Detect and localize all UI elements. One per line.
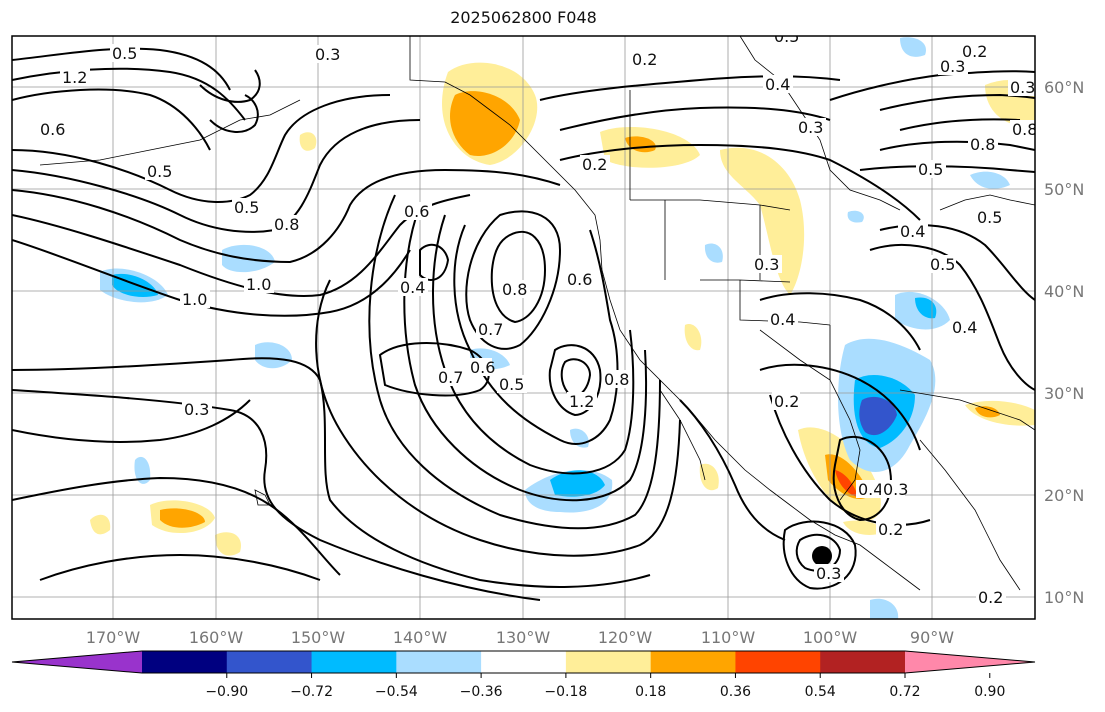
- contour-label: 0.3: [940, 57, 965, 76]
- contour-label: 0.5: [147, 162, 172, 181]
- contour-label: 0.2: [632, 50, 657, 69]
- colorbar: −0.90 −0.72 −0.54 −0.36 −0.18 0.18 0.36 0.54 0.7…: [11, 650, 1036, 700]
- contour-label: 1.0: [182, 290, 207, 309]
- colorbar-tick-label: 0.90: [974, 684, 1005, 700]
- longitude-labels: 170°W 160°W 150°W 140°W 130°W 120°W 110°…: [86, 628, 954, 647]
- colorbar-tick-label: 0.72: [889, 684, 920, 700]
- colorbar-segment: [565, 651, 652, 673]
- colorbar-segment: [481, 651, 567, 673]
- colorbar-segment: [396, 651, 482, 673]
- coastlines: [39, 36, 1035, 591]
- contour-label: 0.3: [754, 255, 779, 274]
- colorbar-extend-high: [905, 651, 1035, 673]
- contour-label: 0.8: [1012, 120, 1037, 139]
- contour-label: 0.3: [816, 564, 841, 583]
- contour-label: 0.4: [952, 318, 977, 337]
- lon-label: 130°W: [496, 628, 551, 647]
- lon-label: 170°W: [86, 628, 141, 647]
- contour-label: 0.8: [604, 370, 629, 389]
- contour-label: 0.6: [470, 358, 495, 377]
- contour-label: 0.2: [878, 520, 903, 539]
- contour-label: 0.4: [858, 480, 883, 499]
- contour-label: 0.5: [499, 375, 524, 394]
- colorbar-segment: [650, 651, 736, 673]
- colorbar-segment: [142, 651, 228, 673]
- colorbar-segment: [820, 651, 906, 673]
- lon-label: 140°W: [393, 628, 448, 647]
- contour-labels: 0.5 0.3 0.2 0.6 1.2 0.5 0.4 0.3 0.5 0.8 …: [38, 27, 1037, 607]
- contour-label: 0.3: [883, 480, 908, 499]
- lat-label: 30°N: [1044, 384, 1084, 403]
- colorbar-segment: [226, 651, 313, 673]
- contour-label: 0.6: [567, 270, 592, 289]
- colorbar-tick-label: −0.90: [205, 684, 248, 700]
- contour-label: 0.8: [502, 280, 527, 299]
- lon-label: 90°W: [910, 628, 954, 647]
- contour-label: 0.7: [438, 368, 463, 387]
- lon-label: 150°W: [291, 628, 346, 647]
- contour-center-marker: [812, 546, 832, 566]
- contour-label: 0.4: [765, 75, 790, 94]
- colorbar-outline: [11, 650, 1036, 674]
- lat-label: 60°N: [1044, 78, 1084, 97]
- contour-label: 0.2: [978, 588, 1003, 607]
- lon-label: 110°W: [701, 628, 756, 647]
- contour-label: 0.5: [930, 255, 955, 274]
- shaded-anomaly-fields: [90, 37, 1035, 619]
- colorbar-extend-low: [12, 651, 142, 673]
- contour-label: 0.8: [274, 215, 299, 234]
- colorbar-tick-label: −0.72: [290, 684, 333, 700]
- contour-label: 0.6: [404, 202, 429, 221]
- contour-label: 0.4: [770, 310, 795, 329]
- contour-label: 0.2: [774, 392, 799, 411]
- map-frame: [11, 35, 1036, 620]
- contour-label: 0.7: [478, 320, 503, 339]
- colorbar-tick-label: −0.18: [544, 684, 587, 700]
- lat-label: 10°N: [1044, 588, 1084, 607]
- colorbar-segment: [311, 651, 397, 673]
- colorbar-tick-label: 0.36: [720, 684, 751, 700]
- contour-label: 0.5: [234, 198, 259, 217]
- lon-label: 120°W: [598, 628, 653, 647]
- contour-label: 0.2: [962, 42, 987, 61]
- colorbar-tick-label: 0.18: [635, 684, 666, 700]
- colorbar-tick-label: −0.54: [375, 684, 418, 700]
- contour-label: 0.5: [112, 44, 137, 63]
- lon-label: 160°W: [189, 628, 244, 647]
- latitude-labels: 60°N 50°N 40°N 30°N 20°N 10°N: [1044, 78, 1084, 607]
- contour-label: 1.0: [246, 275, 271, 294]
- contour-label: 0.5: [774, 27, 799, 46]
- contour-label: 0.4: [400, 278, 425, 297]
- contour-label: 0.3: [798, 118, 823, 137]
- contour-label: 0.3: [315, 45, 340, 64]
- lat-label: 50°N: [1044, 180, 1084, 199]
- contour-label: 1.2: [62, 68, 87, 87]
- contour-label: 1.2: [569, 392, 594, 411]
- contour-label: 0.3: [184, 400, 209, 419]
- contour-label: 0.5: [918, 160, 943, 179]
- contour-label: 0.5: [977, 208, 1002, 227]
- lat-label: 40°N: [1044, 282, 1084, 301]
- colorbar-tick-label: 0.54: [805, 684, 836, 700]
- contour-label: 0.4: [900, 222, 925, 241]
- colorbar-segment: [735, 651, 821, 673]
- contour-label: 0.2: [582, 155, 607, 174]
- contour-label: 0.8: [970, 135, 995, 154]
- colorbar-tick-label: −0.36: [460, 684, 503, 700]
- lon-label: 100°W: [803, 628, 858, 647]
- map-title: 2025062800 F048: [450, 8, 597, 27]
- lat-label: 20°N: [1044, 486, 1084, 505]
- contour-lines: [12, 47, 1035, 601]
- contour-label: 0.6: [40, 120, 65, 139]
- contour-label: 0.3: [1010, 78, 1035, 97]
